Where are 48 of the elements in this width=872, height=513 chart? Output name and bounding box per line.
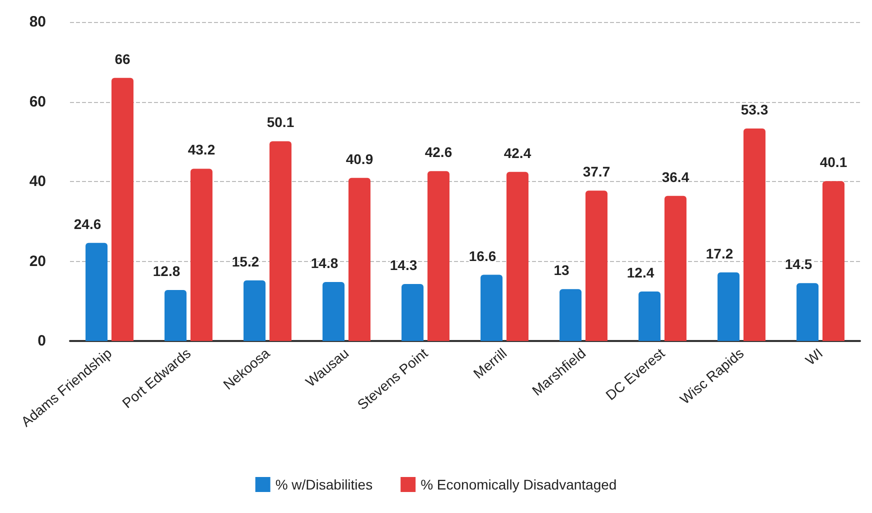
legend-label: % Economically Disadvantaged — [420, 476, 617, 492]
data-label: 66 — [114, 50, 130, 67]
bar — [244, 280, 266, 341]
bar — [664, 196, 686, 341]
data-label: 42.4 — [504, 144, 532, 161]
data-label: 40.1 — [820, 154, 848, 170]
data-label: 13 — [554, 262, 570, 278]
bar — [480, 274, 503, 341]
y-tick-label: 20 — [29, 252, 46, 270]
data-label: 53.3 — [740, 101, 768, 118]
bar — [427, 171, 450, 341]
bar — [822, 181, 844, 341]
bar — [506, 172, 528, 341]
data-label: 14.8 — [310, 254, 338, 271]
data-label: 12.8 — [152, 262, 180, 279]
bar — [585, 190, 608, 341]
data-label: 15.2 — [232, 253, 260, 270]
data-label: 14.3 — [390, 256, 418, 273]
bar — [86, 242, 108, 341]
bar — [796, 283, 819, 341]
y-tick-label: 0 — [38, 332, 46, 350]
data-label: 17.2 — [706, 245, 734, 262]
data-label: 43.2 — [188, 142, 216, 158]
data-label: 40.9 — [346, 150, 374, 167]
y-tick-label: 80 — [29, 14, 46, 30]
data-label: 16.6 — [468, 248, 496, 264]
data-label: 36.4 — [662, 168, 690, 185]
bar — [743, 128, 766, 341]
y-tick-label: 60 — [29, 93, 46, 110]
data-label: 24.6 — [74, 216, 102, 232]
data-label: 50.1 — [266, 114, 294, 130]
bar — [638, 292, 661, 341]
bar — [348, 178, 370, 341]
legend-label: % w/Disabilities — [275, 476, 373, 492]
y-tick-label: 40 — [29, 173, 46, 190]
data-label: 42.6 — [424, 144, 452, 160]
x-tick-label: WI — [802, 344, 826, 368]
bar — [190, 168, 212, 341]
bar — [164, 290, 187, 341]
bar — [322, 282, 345, 341]
bar — [269, 141, 292, 341]
data-label: 12.4 — [626, 264, 654, 281]
bar — [402, 284, 424, 341]
bar — [111, 78, 134, 341]
data-label: 14.5 — [784, 256, 812, 272]
bar — [718, 272, 740, 341]
data-label: 37.7 — [582, 164, 610, 180]
bar — [560, 289, 582, 341]
